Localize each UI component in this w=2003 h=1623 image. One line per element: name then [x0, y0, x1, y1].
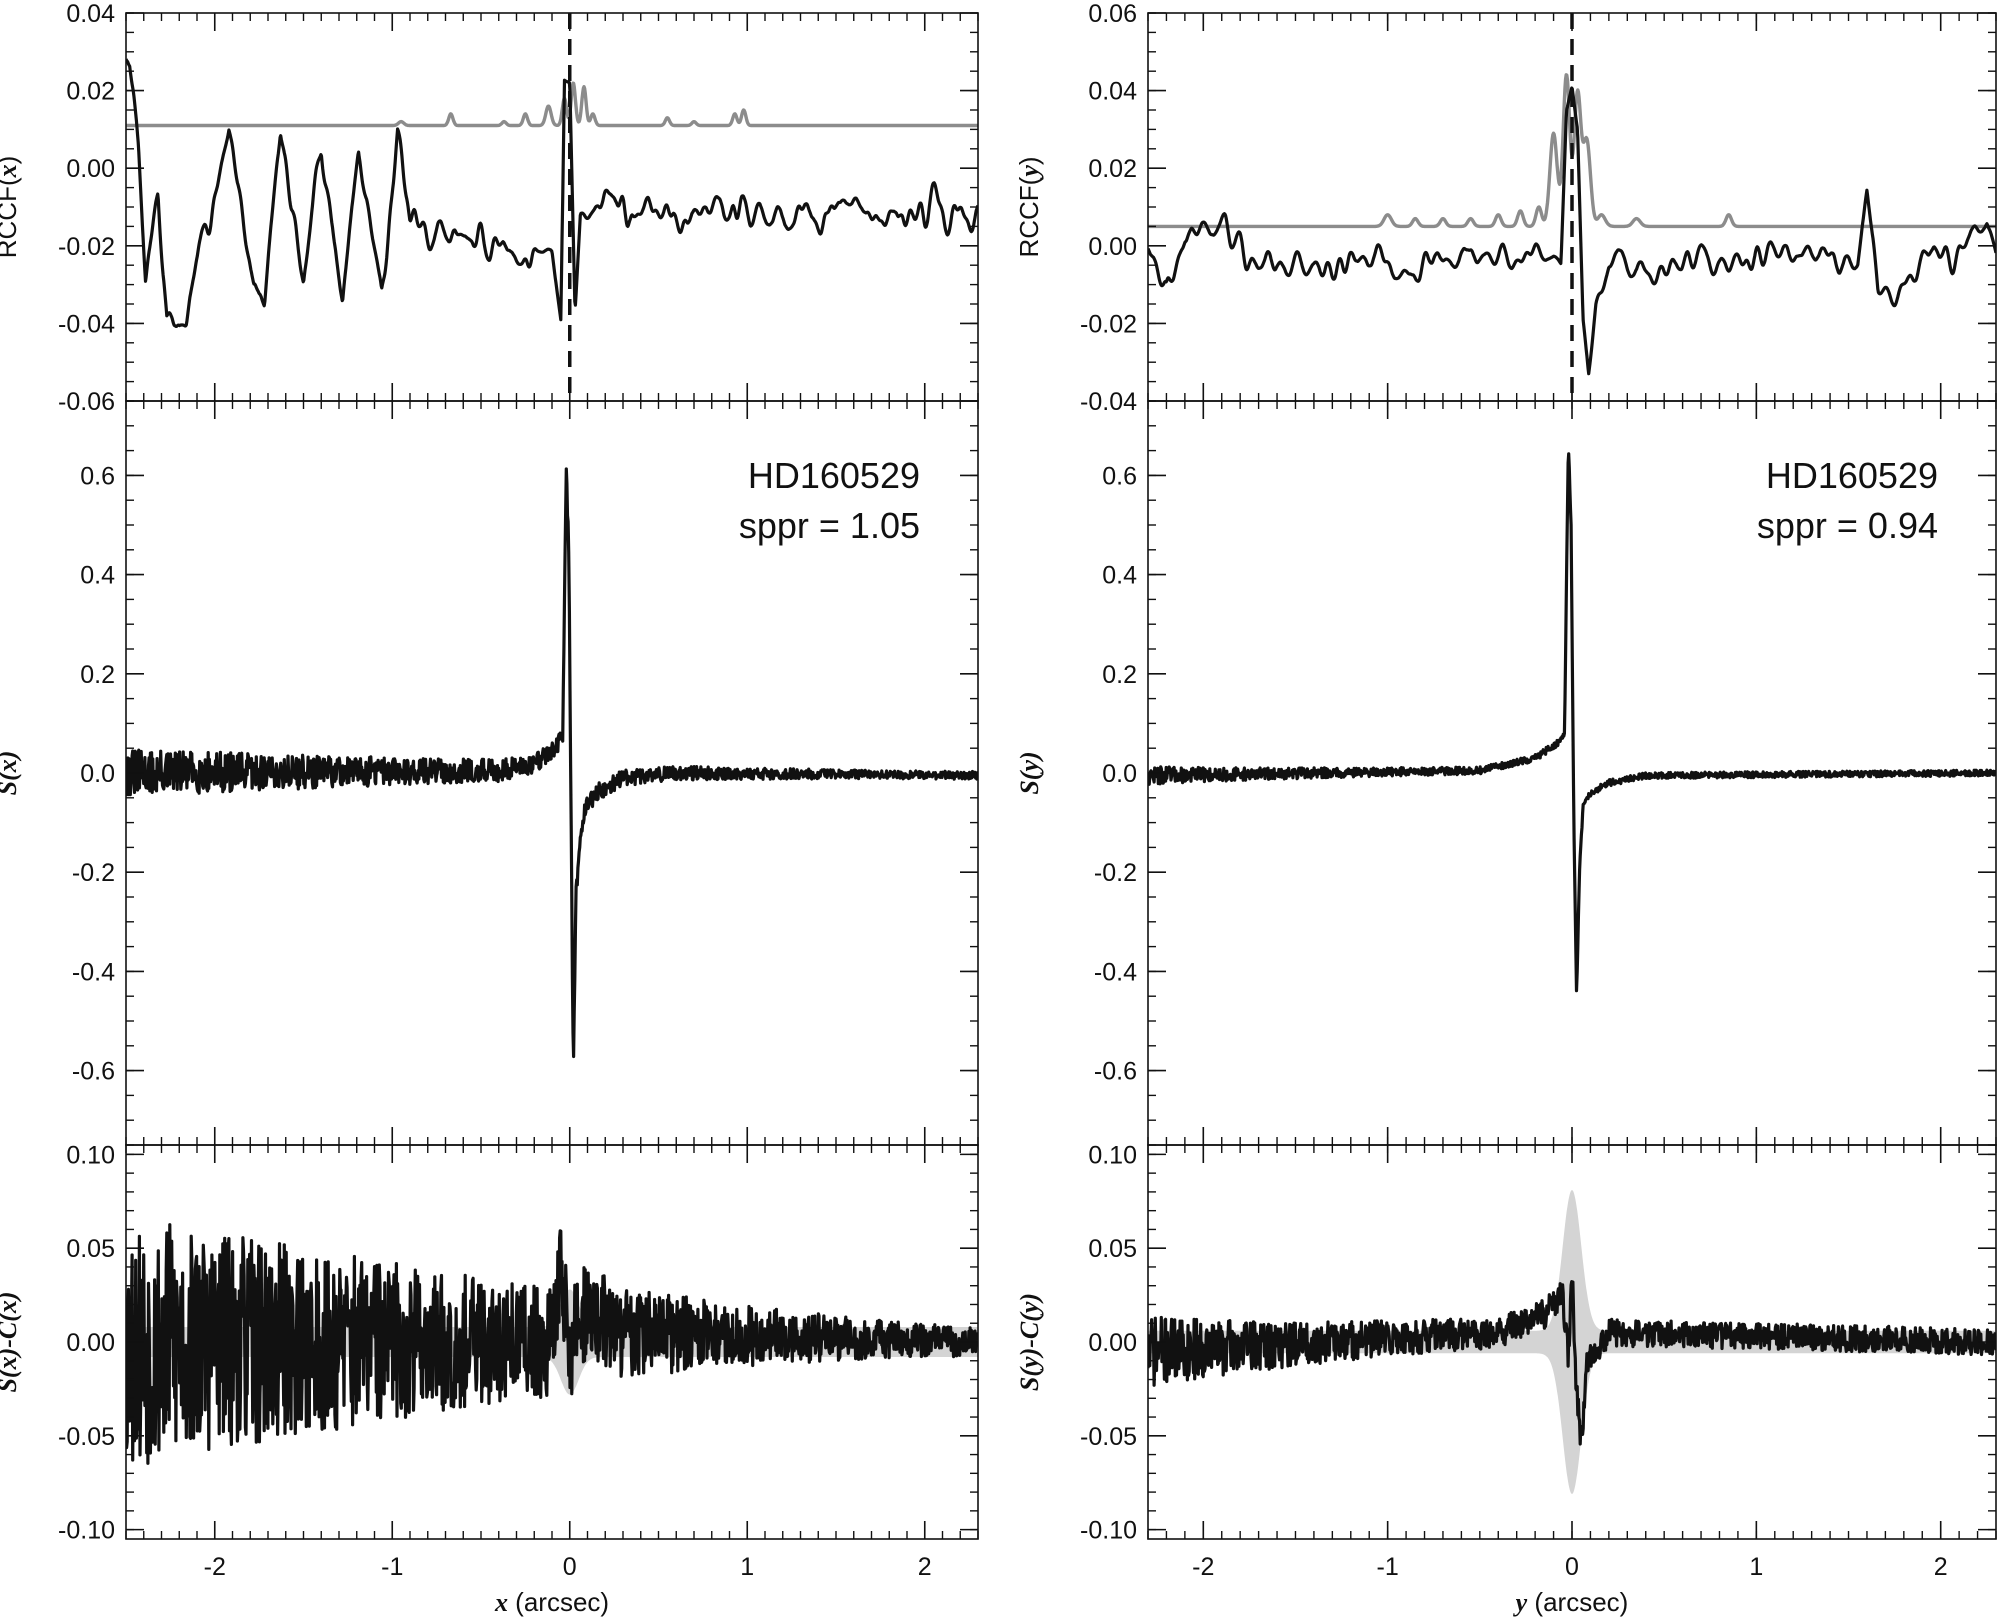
panel-s-x: -0.6 -0.4 -0.2 0.0 0.2 0.4 0.6 S(x) HD160529 sppr… [0, 400, 979, 1146]
y-tick-label: -0.4 [1094, 958, 1137, 986]
y-axis-title: S(y) [1015, 751, 1044, 794]
y-axis-title: S(x)-C(x) [0, 1291, 22, 1392]
y-tick-label: 0.0 [1102, 760, 1137, 788]
x-axis-title-unit: (arcsec) [508, 1587, 609, 1617]
series-line-1 [126, 58, 978, 328]
y-tick-label: -0.2 [72, 859, 115, 887]
x-axis-title: y (arcsec) [1513, 1587, 1629, 1617]
y-tick-label: 0.04 [66, 0, 115, 28]
plot-area [1148, 1190, 1996, 1494]
annotation-0: HD160529 [748, 455, 920, 496]
x-tick-label: 0 [563, 1553, 577, 1581]
annotation-1: sppr = 0.94 [1757, 505, 1938, 546]
y-tick-label: 0.4 [1102, 562, 1137, 590]
y-tick-label: 0.0 [80, 760, 115, 788]
series-line-0 [126, 467, 978, 1059]
x-axis-title-var: x [494, 1588, 508, 1617]
y-axis-title-var: S(y)-C(y) [1015, 1293, 1044, 1391]
panel-rccf-x: -0.06 -0.04 -0.02 0.00 0.02 0.04 RCCF(x) [0, 0, 979, 416]
x-tick-label: 1 [1749, 1553, 1763, 1581]
series-line-0 [126, 81, 978, 128]
y-tick-label: 0.6 [80, 462, 115, 490]
panel-resid-x: -0.10 -0.05 0.00 0.05 0.10 -2 -1 0 1 2 S(x)-C(x) x … [0, 1141, 979, 1617]
annotation-0: HD160529 [1766, 455, 1938, 496]
uncertainty-band [1148, 1190, 1996, 1494]
x-tick-label: 1 [740, 1553, 754, 1581]
y-axis-title-var: x [0, 164, 22, 178]
y-axis-title-suffix: ) [1014, 156, 1044, 165]
y-axis-title: RCCF(x) [0, 156, 22, 259]
y-tick-label: 0.00 [66, 155, 115, 183]
y-tick-label: 0.00 [1088, 1329, 1137, 1357]
y-tick-label: 0.06 [1088, 0, 1137, 28]
x-tick-label: 2 [1934, 1553, 1948, 1581]
y-tick-label: -0.06 [58, 388, 115, 416]
y-tick-label: -0.02 [1080, 310, 1137, 338]
x-tick-label: -2 [1192, 1553, 1214, 1581]
x-axis-title-unit: (arcsec) [1527, 1587, 1628, 1617]
y-axis-title: S(x) [0, 751, 22, 796]
y-tick-label: -0.6 [72, 1058, 115, 1086]
y-tick-label: -0.05 [1080, 1423, 1137, 1451]
y-tick-label: 0.00 [66, 1329, 115, 1357]
y-axis-title-var: y [1015, 165, 1044, 180]
x-tick-label: 2 [918, 1553, 932, 1581]
x-tick-label: 0 [1565, 1553, 1579, 1581]
y-tick-label: -0.10 [58, 1517, 115, 1545]
y-tick-label: 0.2 [80, 661, 115, 689]
y-tick-label: -0.10 [1080, 1517, 1137, 1545]
y-axis-title-var: S(y) [1015, 751, 1044, 794]
x-axis-title-var: y [1513, 1588, 1528, 1617]
x-axis-title: x (arcsec) [494, 1587, 609, 1617]
y-tick-label: 0.10 [1088, 1141, 1137, 1169]
plot-area [126, 58, 978, 328]
series-line-1 [1148, 86, 1996, 376]
series-line-0 [126, 1223, 978, 1465]
y-tick-label: -0.04 [58, 310, 115, 338]
panel-s-y: -0.6 -0.4 -0.2 0.0 0.2 0.4 0.6 S(y) HD160529 sppr… [1015, 400, 1997, 1146]
y-axis-title-suffix: ) [0, 156, 22, 165]
y-tick-label: 0.04 [1088, 78, 1137, 106]
y-tick-label: 0.6 [1102, 462, 1137, 490]
y-tick-label: 0.00 [1088, 233, 1137, 261]
y-tick-label: 0.10 [66, 1141, 115, 1169]
y-tick-label: -0.04 [1080, 388, 1137, 416]
series-line-0 [1148, 452, 1996, 993]
series-line-0 [1148, 1279, 1996, 1446]
y-tick-label: -0.02 [58, 233, 115, 261]
annotation-1: sppr = 1.05 [739, 505, 920, 546]
panel-frame [125, 12, 979, 402]
y-tick-label: 0.2 [1102, 661, 1137, 689]
y-axis-title-prefix: RCCF( [0, 177, 22, 258]
y-axis-title-var: S(x)-C(x) [0, 1291, 22, 1392]
y-tick-label: 0.02 [66, 78, 115, 106]
y-axis-title: RCCF(y) [1014, 156, 1044, 257]
y-tick-label: 0.02 [1088, 155, 1137, 183]
panel-rccf-y: -0.04 -0.02 0.00 0.02 0.04 0.06 RCCF(y) [1014, 0, 1997, 416]
y-axis-title-prefix: RCCF( [1014, 176, 1044, 257]
x-tick-label: -1 [1377, 1553, 1399, 1581]
y-tick-label: -0.2 [1094, 859, 1137, 887]
y-tick-label: -0.6 [1094, 1058, 1137, 1086]
y-tick-label: -0.05 [58, 1423, 115, 1451]
panel-resid-y: -0.10 -0.05 0.00 0.05 0.10 -2 -1 0 1 2 S(y)-C(y) y … [1015, 1141, 1997, 1617]
y-tick-label: 0.05 [1088, 1235, 1137, 1263]
y-tick-label: 0.4 [80, 562, 115, 590]
y-tick-label: 0.05 [66, 1235, 115, 1263]
y-axis-title-var: S(x) [0, 751, 22, 796]
x-tick-label: -2 [204, 1553, 226, 1581]
y-tick-label: -0.4 [72, 958, 115, 986]
plot-area [126, 1223, 978, 1465]
x-tick-label: -1 [381, 1553, 403, 1581]
plot-area [126, 467, 978, 1059]
y-axis-title: S(y)-C(y) [1015, 1293, 1044, 1391]
plot-area [1148, 452, 1996, 993]
